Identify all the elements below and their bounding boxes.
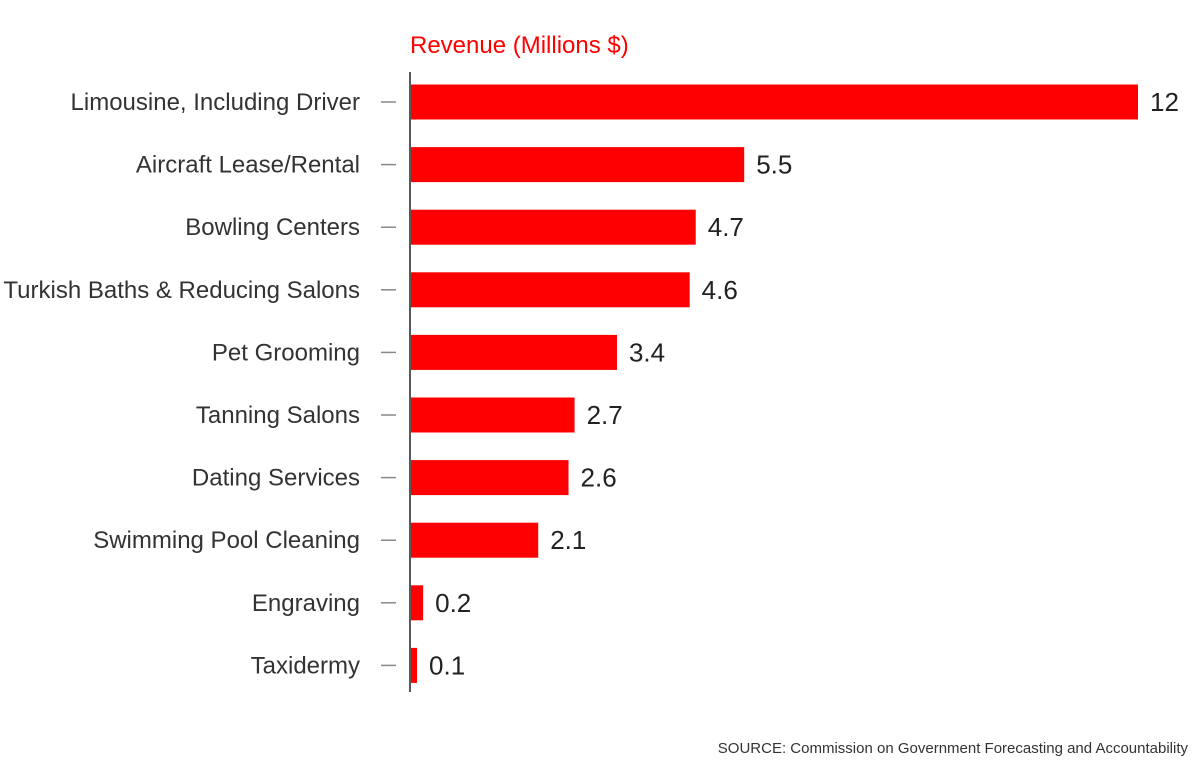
value-label: 2.6 bbox=[581, 463, 617, 493]
category-label: Engraving bbox=[252, 590, 360, 617]
value-label: 3.4 bbox=[629, 337, 665, 367]
value-label: 5.5 bbox=[756, 150, 792, 180]
category-label: Swimming Pool Cleaning bbox=[93, 527, 360, 554]
bar bbox=[411, 84, 1138, 120]
bars-group: Limousine, Including Driver 12 Aircraft Le… bbox=[3, 84, 1179, 683]
bar bbox=[411, 334, 617, 370]
bar bbox=[411, 647, 418, 683]
source-note: SOURCE: Commission on Government Forecas… bbox=[718, 740, 1189, 757]
category-label: Turkish Baths & Reducing Salons bbox=[3, 277, 360, 304]
category-label: Bowling Centers bbox=[185, 214, 360, 241]
bar bbox=[411, 460, 569, 496]
category-label: Tanning Salons bbox=[196, 402, 360, 429]
category-label: Limousine, Including Driver bbox=[71, 89, 360, 116]
value-label: 12 bbox=[1150, 87, 1179, 117]
value-label: 4.6 bbox=[702, 275, 738, 305]
bar bbox=[411, 522, 539, 558]
value-label: 2.7 bbox=[587, 400, 623, 430]
chart-title: Revenue (Millions $) bbox=[410, 32, 629, 59]
value-label: 0.2 bbox=[435, 588, 471, 618]
category-label: Dating Services bbox=[192, 465, 360, 492]
bar bbox=[411, 147, 745, 183]
value-label: 4.7 bbox=[708, 212, 744, 242]
bar bbox=[411, 272, 690, 308]
bar bbox=[411, 397, 575, 433]
category-label: Taxidermy bbox=[251, 652, 360, 679]
category-label: Pet Grooming bbox=[212, 339, 360, 366]
category-label: Aircraft Lease/Rental bbox=[136, 152, 360, 179]
bar bbox=[411, 585, 424, 621]
value-label: 2.1 bbox=[550, 525, 586, 555]
value-label: 0.1 bbox=[429, 650, 465, 680]
bar bbox=[411, 209, 696, 245]
